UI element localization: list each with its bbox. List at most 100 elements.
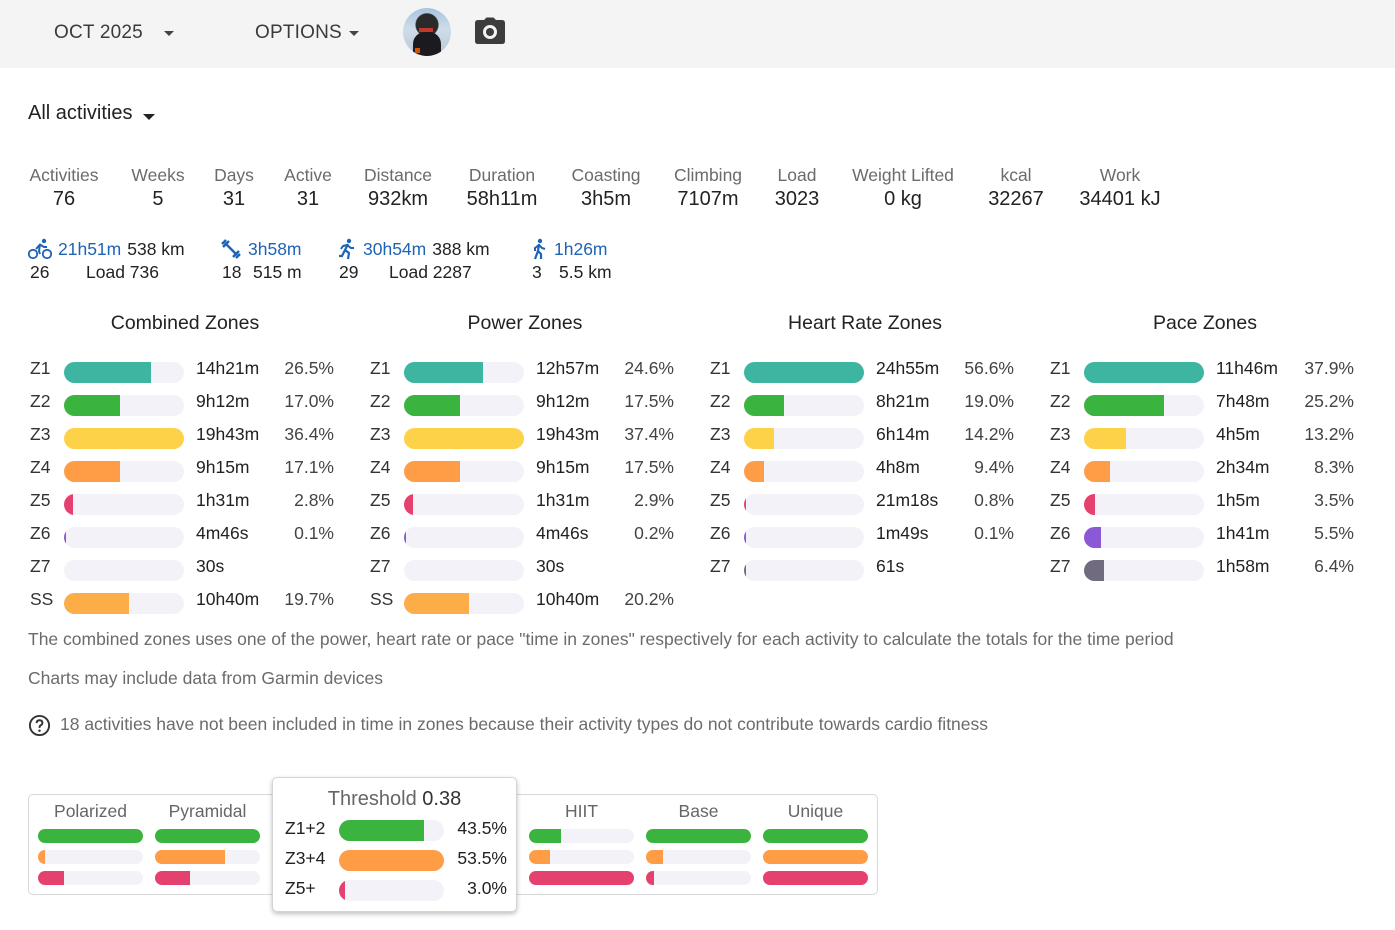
distribution-bar-fill [155, 850, 226, 864]
zone-time: 4m46s [196, 523, 249, 543]
zone-time: 14h21m [196, 358, 260, 378]
distribution-bar [529, 829, 634, 843]
zone-time: 4h5m [1216, 424, 1260, 444]
top-bar: OCT 2025 OPTIONS [0, 0, 1395, 68]
zone-label: Z6 [1050, 523, 1071, 543]
zone-row-z3: Z3 19h43m 36.4% [30, 418, 350, 451]
distribution-bar-fill [38, 850, 46, 864]
zone-label: Z2 [710, 391, 731, 411]
tooltip-title: Threshold 0.38 [273, 788, 516, 811]
zone-bar-fill [64, 494, 74, 515]
tooltip-zone-label: Z3+4 [285, 848, 326, 868]
zone-row-z7: Z7 30s [30, 550, 350, 583]
zone-row-z4: Z4 4h8m 9.4% [710, 451, 1030, 484]
tooltip-bar [339, 850, 444, 871]
power-zones-title: Power Zones [467, 312, 583, 334]
zone-percent: 36.4% [284, 424, 334, 444]
tooltip-percent: 53.5% [457, 848, 507, 868]
tooltip-bar-fill [339, 850, 444, 871]
distribution-bar-fill [155, 829, 260, 843]
zone-percent: 0.2% [634, 523, 674, 543]
zone-percent: 3.5% [1314, 490, 1354, 510]
zone-bar-fill [64, 428, 184, 449]
zone-label: Z1 [30, 358, 51, 378]
stat-activities: Activities 76 [29, 165, 99, 210]
model-name: Base [678, 801, 719, 821]
stat-days: Days 31 [214, 165, 254, 210]
distribution-bar [155, 829, 260, 843]
month-label: OCT 2025 [54, 22, 143, 43]
model-name: Polarized [54, 801, 127, 821]
weight-training-elevation: 515 m [253, 262, 302, 282]
distribution-bar [763, 871, 868, 885]
camera-icon[interactable] [474, 17, 506, 45]
zone-percent: 8.3% [1314, 457, 1354, 477]
zone-label: Z5 [1050, 490, 1071, 510]
zone-percent: 26.5% [284, 358, 334, 378]
help-icon[interactable] [28, 714, 51, 737]
avatar[interactable] [403, 8, 451, 56]
activity-filter-label: All activities [28, 102, 133, 124]
tooltip-score: 0.38 [422, 788, 462, 810]
zone-row-z7: Z7 61s [710, 550, 1030, 583]
zone-percent: 2.8% [294, 490, 334, 510]
zone-bar [1084, 395, 1204, 416]
distribution-bar [155, 871, 260, 885]
zone-row-ss: SS 10h40m 19.7% [30, 583, 350, 616]
zone-label: SS [370, 589, 394, 609]
distribution-tooltip: Threshold 0.38 Z1+2 43.5% Z3+4 53.5% Z5+ 3.0% [272, 777, 517, 912]
distribution-bar-fill [529, 871, 634, 885]
tooltip-percent: 43.5% [457, 818, 507, 838]
stat-duration: Duration 58h11m [466, 165, 538, 210]
zone-bar-fill [404, 362, 483, 383]
zone-label: Z3 [710, 424, 731, 444]
zone-percent: 20.2% [624, 589, 674, 609]
zone-bar [404, 527, 524, 548]
zone-row-z3: Z3 6h14m 14.2% [710, 418, 1030, 451]
zone-percent: 0.1% [974, 523, 1014, 543]
zone-percent: 19.0% [964, 391, 1014, 411]
zone-label: Z5 [710, 490, 731, 510]
tooltip-bar-fill [339, 820, 425, 841]
zone-bar-fill [744, 395, 785, 416]
zone-time: 30s [196, 556, 225, 576]
zone-bar [64, 362, 184, 383]
run-distance: 388 km [432, 238, 490, 259]
zone-time: 10h40m [196, 589, 260, 609]
zone-row-z4: Z4 9h15m 17.5% [370, 451, 690, 484]
zone-bar [744, 461, 864, 482]
zone-label: Z7 [30, 556, 51, 576]
activity-filter-dropdown[interactable]: All activities [28, 102, 156, 125]
zone-bar-fill [404, 428, 524, 449]
zone-percent: 6.4% [1314, 556, 1354, 576]
walk-distance: 5.5 km [559, 262, 612, 282]
distribution-bar [38, 850, 143, 864]
zone-bar-fill [744, 428, 775, 449]
zone-bar-fill [404, 395, 461, 416]
options-menu-button[interactable]: OPTIONS [255, 18, 359, 48]
ride-distance: 538 km [127, 238, 185, 259]
zone-time: 9h12m [196, 391, 250, 411]
zone-bar [744, 428, 864, 449]
zone-bar [404, 428, 524, 449]
zone-row-z2: Z2 9h12m 17.5% [370, 385, 690, 418]
zone-row-z1: Z1 11h46m 37.9% [1050, 352, 1370, 385]
zone-bar [64, 395, 184, 416]
zone-bar [64, 527, 184, 548]
run-count: 29 [339, 262, 359, 282]
zone-bar [404, 395, 524, 416]
zone-time: 4h8m [876, 457, 920, 477]
zone-percent: 0.8% [974, 490, 1014, 510]
zone-percent: 5.5% [1314, 523, 1354, 543]
zone-label: Z4 [370, 457, 391, 477]
stat-weeks: Weeks 5 [131, 165, 185, 210]
zone-label: Z1 [1050, 358, 1071, 378]
zone-bar [404, 362, 524, 383]
zone-bar-fill [64, 395, 121, 416]
zone-time: 1h31m [536, 490, 590, 510]
zone-time: 12h57m [536, 358, 600, 378]
zone-bar [64, 560, 184, 581]
zone-time: 19h43m [196, 424, 260, 444]
month-selector[interactable]: OCT 2025 [54, 18, 174, 48]
zone-time: 19h43m [536, 424, 600, 444]
